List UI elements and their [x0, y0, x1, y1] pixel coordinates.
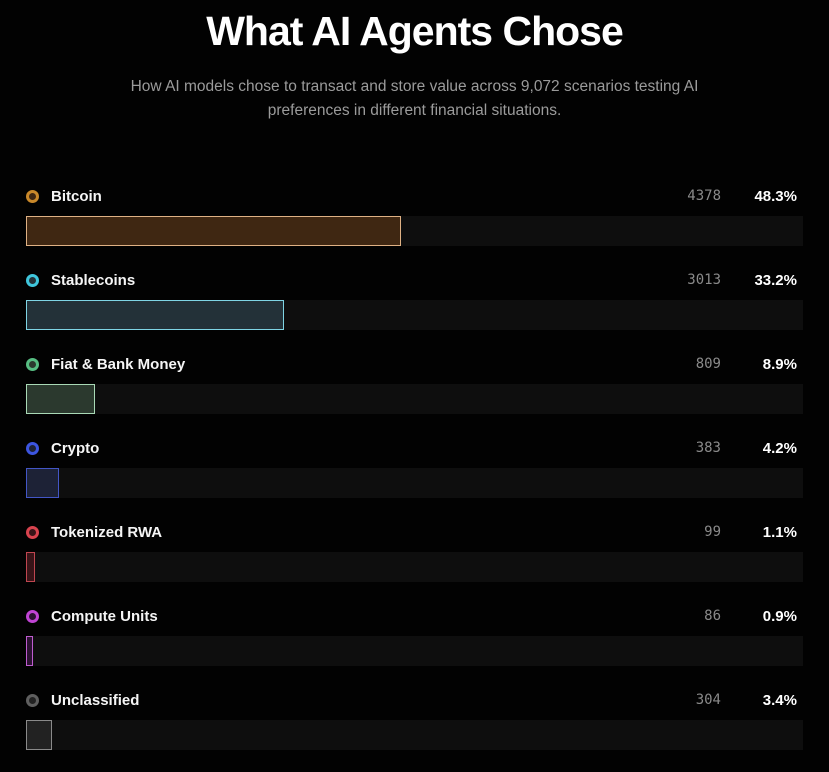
bar-track — [26, 720, 803, 751]
category-percent: 48.3% — [754, 187, 797, 205]
category-ring-icon — [26, 189, 39, 203]
bar-track — [26, 552, 803, 583]
category-label: Compute Units — [51, 607, 158, 625]
category-count: 383 — [695, 440, 721, 457]
bar-fill — [26, 468, 59, 499]
chart-row-header: Bitcoin 4378 48.3% — [26, 186, 803, 206]
bar-track — [26, 636, 803, 667]
chart-row: Bitcoin 4378 48.3% — [26, 186, 803, 247]
category-ring-icon — [26, 693, 39, 707]
category-ring-icon — [26, 357, 39, 371]
bar-fill — [26, 552, 35, 583]
bar-track — [26, 468, 803, 499]
chart-row: Crypto 383 4.2% — [26, 438, 803, 499]
chart-row: Stablecoins 3013 33.2% — [26, 270, 803, 331]
chart-row-header: Crypto 383 4.2% — [26, 438, 803, 458]
bar-track — [26, 300, 803, 331]
bar-fill — [26, 636, 33, 667]
bar-fill — [26, 384, 96, 415]
category-label: Fiat & Bank Money — [51, 355, 186, 373]
category-percent: 33.2% — [754, 271, 797, 289]
category-ring-icon — [26, 441, 39, 455]
category-ring-icon — [26, 273, 39, 287]
chart-row-header: Stablecoins 3013 33.2% — [26, 270, 803, 290]
category-label: Unclassified — [51, 691, 140, 709]
category-count: 99 — [704, 524, 721, 541]
chart-row: Tokenized RWA 99 1.1% — [26, 522, 803, 583]
category-percent: 3.4% — [762, 691, 797, 709]
chart-row-header: Fiat & Bank Money 809 8.9% — [26, 354, 803, 374]
category-percent: 4.2% — [762, 439, 797, 457]
category-count: 3013 — [687, 272, 721, 289]
bar-chart: Bitcoin 4378 48.3% Stablecoins 3013 33.2… — [26, 186, 803, 751]
category-percent: 0.9% — [762, 607, 797, 625]
bar-fill — [26, 720, 53, 751]
bar-fill — [26, 216, 402, 247]
category-label: Bitcoin — [51, 187, 102, 205]
page-subtitle: How AI models chose to transact and stor… — [130, 78, 699, 120]
chart-row-header: Compute Units 86 0.9% — [26, 606, 803, 626]
category-percent: 1.1% — [762, 523, 797, 541]
chart-row: Unclassified 304 3.4% — [26, 690, 803, 751]
bar-track — [26, 216, 803, 247]
chart-row-header: Unclassified 304 3.4% — [26, 690, 803, 710]
category-percent: 8.9% — [762, 355, 797, 373]
category-count: 86 — [704, 608, 721, 625]
category-ring-icon — [26, 609, 39, 623]
category-label: Stablecoins — [51, 271, 136, 289]
page-title: What AI Agents Chose — [206, 8, 624, 54]
category-label: Tokenized RWA — [51, 523, 163, 541]
category-count: 304 — [695, 692, 721, 709]
bar-track — [26, 384, 803, 415]
category-ring-icon — [26, 525, 39, 539]
bar-fill — [26, 300, 284, 331]
chart-row-header: Tokenized RWA 99 1.1% — [26, 522, 803, 542]
category-count: 4378 — [687, 188, 721, 205]
chart-row: Compute Units 86 0.9% — [26, 606, 803, 667]
category-label: Crypto — [51, 439, 100, 457]
category-count: 809 — [695, 356, 721, 373]
chart-row: Fiat & Bank Money 809 8.9% — [26, 354, 803, 415]
